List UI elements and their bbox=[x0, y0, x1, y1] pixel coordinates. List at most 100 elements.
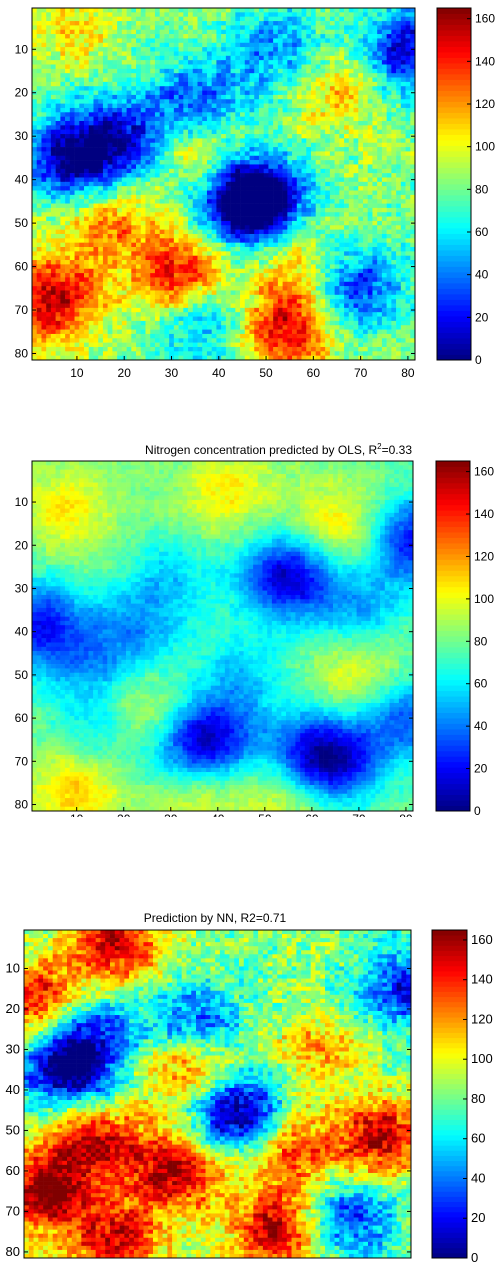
heatmap-cell bbox=[405, 194, 411, 200]
heatmap-cell bbox=[98, 229, 104, 235]
heatmap-cell bbox=[192, 142, 198, 148]
heatmap-cell bbox=[206, 186, 212, 191]
heatmap-cell bbox=[372, 47, 378, 52]
heatmap-cell bbox=[344, 194, 350, 200]
heatmap-cell bbox=[225, 264, 231, 270]
heatmap-cell bbox=[225, 268, 231, 274]
heatmap-cell bbox=[74, 73, 80, 78]
heatmap-cell bbox=[216, 94, 222, 100]
heatmap-cell bbox=[405, 116, 411, 122]
heatmap-cell bbox=[112, 238, 118, 243]
heatmap-cell bbox=[164, 164, 170, 170]
heatmap-cell bbox=[329, 220, 335, 226]
heatmap-cell bbox=[249, 107, 255, 113]
heatmap-cell bbox=[391, 216, 397, 222]
heatmap-cell bbox=[136, 68, 142, 74]
heatmap-cell bbox=[159, 220, 165, 226]
heatmap-cell bbox=[183, 194, 189, 200]
heatmap-cell bbox=[88, 138, 94, 144]
heatmap-cell bbox=[41, 264, 47, 270]
heatmap-cell bbox=[325, 255, 331, 261]
heatmap-cell bbox=[348, 129, 354, 135]
heatmap-cell bbox=[136, 273, 142, 278]
heatmap-cell bbox=[320, 138, 326, 144]
heatmap-cell bbox=[183, 86, 189, 91]
heatmap-cell bbox=[36, 77, 42, 83]
heatmap-cell bbox=[88, 199, 94, 204]
heatmap-cell bbox=[225, 151, 231, 157]
heatmap-cell bbox=[32, 207, 38, 213]
heatmap-cell bbox=[197, 34, 203, 39]
heatmap-cell bbox=[65, 173, 71, 178]
heatmap-cell bbox=[88, 29, 94, 35]
heatmap-cell bbox=[65, 107, 71, 113]
heatmap-cell bbox=[306, 129, 312, 135]
heatmap-cell bbox=[36, 99, 42, 104]
heatmap-cell bbox=[173, 147, 179, 152]
heatmap-cell bbox=[117, 273, 123, 278]
heatmap-cell bbox=[405, 164, 411, 170]
heatmap-cell bbox=[150, 99, 156, 104]
heatmap-cell bbox=[391, 94, 397, 100]
heatmap-cell bbox=[164, 238, 170, 243]
heatmap-cell bbox=[344, 38, 350, 44]
heatmap-cell bbox=[121, 77, 127, 83]
heatmap-cell bbox=[159, 164, 165, 170]
heatmap-cell bbox=[258, 247, 264, 252]
heatmap-cell bbox=[192, 242, 198, 248]
heatmap-cell bbox=[55, 29, 61, 35]
heatmap-cell bbox=[400, 129, 406, 135]
heatmap-cell bbox=[254, 25, 260, 31]
heatmap-cell bbox=[230, 151, 236, 157]
heatmap-cell bbox=[84, 55, 90, 61]
heatmap-cell bbox=[377, 107, 383, 113]
heatmap-cell bbox=[377, 151, 383, 157]
heatmap-cell bbox=[225, 90, 231, 96]
heatmap-cell bbox=[173, 168, 179, 174]
heatmap-cell bbox=[50, 255, 56, 261]
heatmap-cell bbox=[36, 90, 42, 96]
heatmap-cell bbox=[206, 233, 212, 239]
heatmap-cell bbox=[169, 268, 175, 274]
heatmap-cell bbox=[98, 194, 104, 200]
heatmap-cell bbox=[46, 21, 52, 26]
heatmap-cell bbox=[400, 77, 406, 83]
heatmap-cell bbox=[154, 103, 160, 109]
heatmap-cell bbox=[107, 203, 113, 209]
heatmap-cell bbox=[372, 233, 378, 239]
heatmap-cell bbox=[131, 29, 137, 35]
heatmap-cell bbox=[84, 181, 90, 187]
heatmap-cell bbox=[112, 94, 118, 100]
heatmap-cell bbox=[334, 77, 340, 83]
heatmap-cell bbox=[372, 129, 378, 135]
heatmap-cell bbox=[268, 273, 274, 278]
heatmap-cell bbox=[325, 260, 331, 265]
heatmap-cell bbox=[249, 173, 255, 178]
heatmap-cell bbox=[306, 134, 312, 139]
heatmap-cell bbox=[65, 129, 71, 135]
heatmap-cell bbox=[358, 86, 364, 91]
heatmap-cell bbox=[306, 168, 312, 174]
heatmap-cell bbox=[353, 12, 359, 17]
heatmap-cell bbox=[362, 168, 369, 174]
heatmap-cell bbox=[292, 94, 298, 100]
heatmap-cell bbox=[244, 94, 250, 100]
heatmap-cell bbox=[93, 147, 99, 152]
heatmap-cell bbox=[405, 207, 411, 213]
heatmap-cell bbox=[140, 60, 146, 65]
heatmap-cell bbox=[358, 212, 364, 217]
heatmap-cell bbox=[32, 125, 38, 130]
heatmap-cell bbox=[211, 42, 217, 48]
heatmap-cell bbox=[282, 129, 288, 135]
heatmap-cell bbox=[154, 112, 160, 117]
heatmap-cell bbox=[263, 38, 269, 44]
heatmap-cell bbox=[50, 177, 56, 183]
heatmap-cell bbox=[240, 190, 246, 196]
heatmap-cell bbox=[396, 103, 402, 109]
heatmap-cell bbox=[216, 25, 222, 31]
heatmap-cell bbox=[268, 199, 274, 204]
heatmap-cell bbox=[225, 94, 231, 100]
heatmap-cell bbox=[211, 168, 217, 174]
heatmap-cell bbox=[197, 25, 203, 31]
heatmap-cell bbox=[41, 64, 47, 70]
